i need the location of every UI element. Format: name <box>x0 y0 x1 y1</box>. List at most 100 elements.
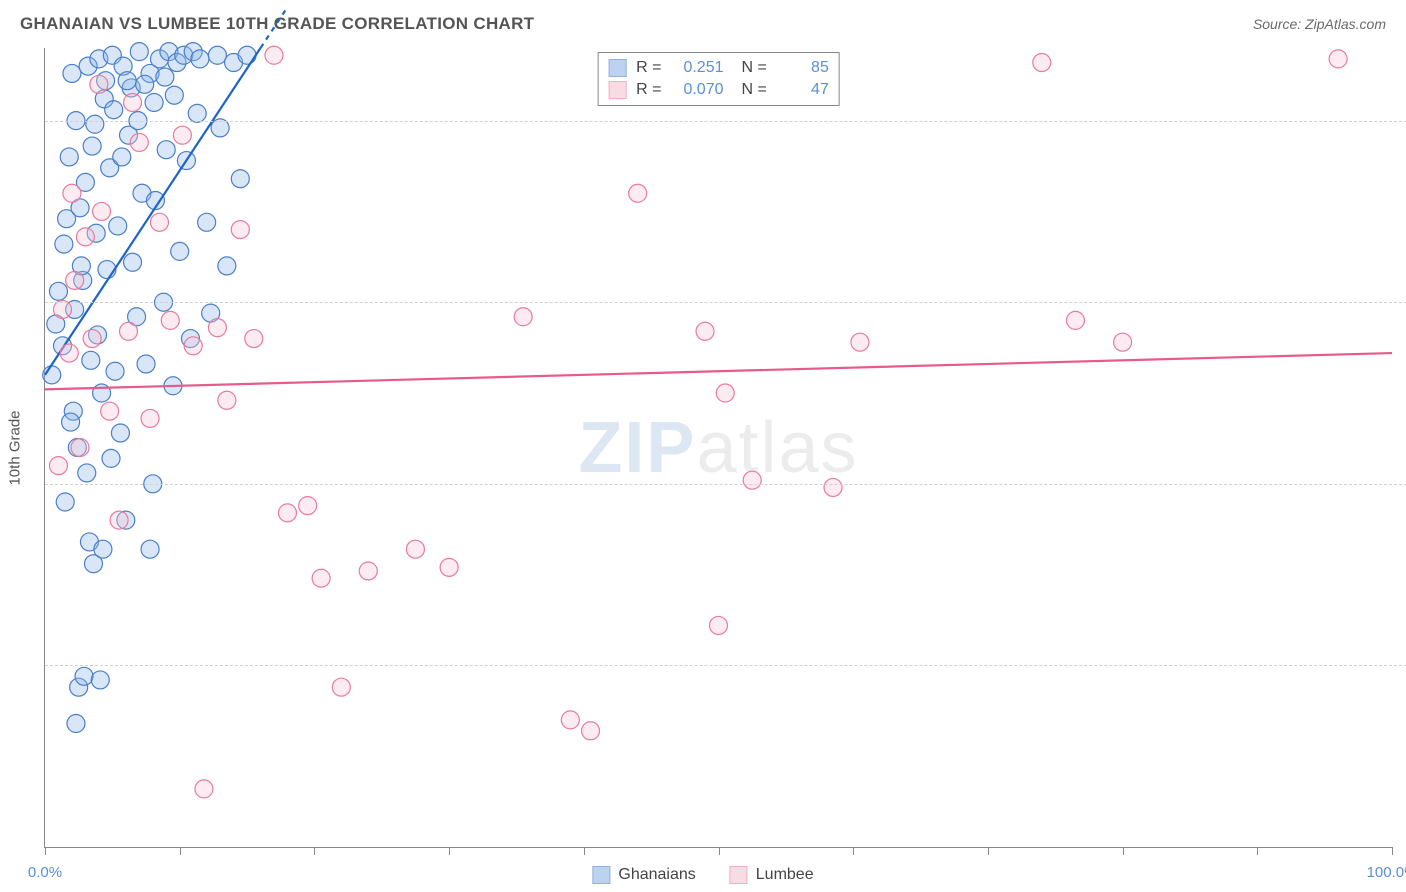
plot-svg <box>45 48 1392 847</box>
data-point <box>716 384 734 402</box>
series-legend: Ghanaians Lumbee <box>592 866 813 884</box>
data-point <box>63 184 81 202</box>
data-point <box>83 330 101 348</box>
data-point <box>78 464 96 482</box>
data-point <box>1329 50 1347 68</box>
data-point <box>156 68 174 86</box>
data-point <box>56 493 74 511</box>
data-point <box>106 362 124 380</box>
xtick <box>719 847 720 855</box>
data-point <box>63 64 81 82</box>
data-point <box>120 322 138 340</box>
data-point <box>105 101 123 119</box>
xtick <box>180 847 181 855</box>
data-point <box>101 402 119 420</box>
data-point <box>191 50 209 68</box>
data-point <box>157 141 175 159</box>
data-point <box>208 46 226 64</box>
xtick <box>45 847 46 855</box>
data-point <box>696 322 714 340</box>
data-point <box>173 126 191 144</box>
xtick <box>853 847 854 855</box>
data-point <box>86 115 104 133</box>
data-point <box>851 333 869 351</box>
data-point <box>629 184 647 202</box>
stat-r-label: R = <box>636 59 661 77</box>
data-point <box>76 228 94 246</box>
stat-n-label: N = <box>742 59 767 77</box>
stat-n-value: 47 <box>777 81 829 99</box>
data-point <box>83 137 101 155</box>
data-point <box>145 93 163 111</box>
data-point <box>130 133 148 151</box>
data-point <box>150 213 168 231</box>
xtick <box>1392 847 1393 855</box>
data-point <box>141 409 159 427</box>
data-point <box>161 311 179 329</box>
legend-item: Ghanaians <box>592 866 695 884</box>
data-point <box>332 678 350 696</box>
stats-legend: R = 0.251 N = 85 R = 0.070 N = 47 <box>597 52 840 106</box>
data-point <box>406 540 424 558</box>
data-point <box>124 93 142 111</box>
xtick <box>1123 847 1124 855</box>
xtick <box>314 847 315 855</box>
data-point <box>102 449 120 467</box>
source-label: Source: ZipAtlas.com <box>1253 16 1386 32</box>
data-point <box>91 671 109 689</box>
data-point <box>93 202 111 220</box>
gridline <box>45 302 1406 303</box>
data-point <box>75 667 93 685</box>
data-point <box>109 217 127 235</box>
data-point <box>184 337 202 355</box>
data-point <box>359 562 377 580</box>
data-point <box>67 715 85 733</box>
data-point <box>110 511 128 529</box>
data-point <box>1114 333 1132 351</box>
gridline <box>45 121 1406 122</box>
chart-title: GHANAIAN VS LUMBEE 10TH GRADE CORRELATIO… <box>20 14 534 34</box>
xtick-label: 0.0% <box>28 864 62 881</box>
data-point <box>49 457 67 475</box>
data-point <box>561 711 579 729</box>
data-point <box>55 235 73 253</box>
data-point <box>195 780 213 798</box>
data-point <box>218 257 236 275</box>
data-point <box>60 344 78 362</box>
data-point <box>231 221 249 239</box>
gridline <box>45 484 1406 485</box>
xtick-label: 100.0% <box>1367 864 1406 881</box>
stat-r-value: 0.070 <box>672 81 724 99</box>
stat-n-label: N = <box>742 81 767 99</box>
y-axis-label: 10th Grade <box>7 410 24 485</box>
data-point <box>90 75 108 93</box>
stat-n-value: 85 <box>777 59 829 77</box>
data-point <box>130 43 148 61</box>
data-point <box>141 540 159 558</box>
data-point <box>113 148 131 166</box>
legend-swatch <box>608 81 626 99</box>
data-point <box>265 46 283 64</box>
data-point <box>299 497 317 515</box>
stat-r-value: 0.251 <box>672 59 724 77</box>
legend-label: Lumbee <box>756 866 814 884</box>
xtick <box>988 847 989 855</box>
xtick <box>1257 847 1258 855</box>
data-point <box>111 424 129 442</box>
data-point <box>1033 54 1051 72</box>
data-point <box>49 282 67 300</box>
stat-r-label: R = <box>636 81 661 99</box>
data-point <box>218 391 236 409</box>
xtick <box>584 847 585 855</box>
legend-item: Lumbee <box>730 866 814 884</box>
data-point <box>208 319 226 337</box>
legend-swatch <box>608 59 626 77</box>
data-point <box>824 478 842 496</box>
data-point <box>440 558 458 576</box>
data-point <box>71 439 89 457</box>
data-point <box>118 72 136 90</box>
legend-swatch <box>730 866 748 884</box>
data-point <box>312 569 330 587</box>
data-point <box>82 351 100 369</box>
data-point <box>62 413 80 431</box>
